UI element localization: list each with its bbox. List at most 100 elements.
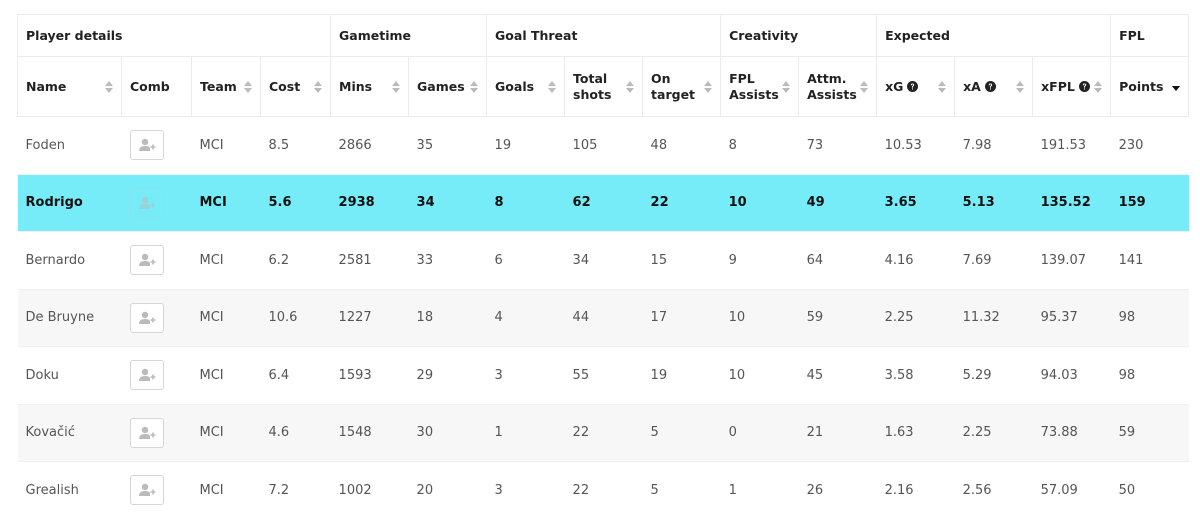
cell: 230 xyxy=(1110,116,1189,174)
comb-cell xyxy=(121,116,192,174)
column-header[interactable]: Total shots xyxy=(564,56,644,117)
comb-cell xyxy=(121,173,192,232)
add-player-icon xyxy=(138,196,155,209)
cell: Doku xyxy=(17,346,122,404)
cell: De Bruyne xyxy=(17,288,122,347)
cell: 5 xyxy=(642,461,721,519)
cell: MCI xyxy=(191,461,261,519)
sort-icon xyxy=(1094,80,1103,93)
comb-button[interactable] xyxy=(129,130,164,161)
group-header: Player details xyxy=(16,14,332,57)
cell: 22 xyxy=(642,173,721,232)
group-header-row: Player details Gametime Goal Threat Creativ… xyxy=(16,14,1190,57)
sort-icon xyxy=(314,80,323,93)
cell: 3.58 xyxy=(876,346,955,404)
cell: Grealish xyxy=(17,461,122,519)
column-header[interactable]: Team xyxy=(191,56,261,117)
cell: 6.4 xyxy=(260,346,331,404)
add-player-icon xyxy=(138,369,155,382)
column-header[interactable]: Cost xyxy=(259,56,332,117)
cell: 1002 xyxy=(330,461,409,519)
player-row: Kovačić MCI 4.6 1548 30 1 22 5 0 21 1.63 2.25 73.88 5… xyxy=(17,403,1189,462)
cell: 7.98 xyxy=(954,116,1033,174)
cell: MCI xyxy=(191,116,261,174)
comb-button[interactable] xyxy=(129,417,164,448)
column-label: Points xyxy=(1119,78,1164,94)
cell: 159 xyxy=(1110,173,1189,232)
column-header: Comb xyxy=(121,56,192,117)
sort-icon xyxy=(938,80,947,93)
cell: Rodrigo xyxy=(17,173,122,232)
cell: 2.56 xyxy=(954,461,1033,519)
cell: 1 xyxy=(720,461,799,519)
cell: 10.6 xyxy=(260,288,331,347)
column-header-row: Name Comb Team Cost Mins Games Goals Total shot… xyxy=(17,56,1190,117)
cell: 73 xyxy=(798,116,877,174)
group-header: FPL xyxy=(1110,14,1190,57)
comb-button[interactable] xyxy=(129,302,164,333)
column-header[interactable]: Goals xyxy=(486,56,566,117)
column-header[interactable]: xG xyxy=(876,56,956,117)
cell: 2866 xyxy=(330,116,409,174)
cell: 21 xyxy=(798,403,877,462)
cell: 1227 xyxy=(330,288,409,347)
column-header[interactable]: On target xyxy=(642,56,722,117)
cell: 94.03 xyxy=(1032,346,1111,404)
cell: 17 xyxy=(642,288,721,347)
add-player-icon xyxy=(138,426,155,439)
sort-icon xyxy=(626,80,635,93)
cell: 2.16 xyxy=(876,461,955,519)
player-row: Rodrigo MCI 5.6 2938 34 8 62 22 10 49 3.65 5.13 135.… xyxy=(17,173,1189,232)
cell: 2581 xyxy=(330,231,409,289)
cell: 2.25 xyxy=(954,403,1033,462)
column-label: FPL Assists xyxy=(729,70,779,102)
cell: 20 xyxy=(408,461,487,519)
cell: 5.6 xyxy=(260,173,331,232)
cell: 1.63 xyxy=(876,403,955,462)
cell: 2938 xyxy=(330,173,409,232)
group-label: Player details xyxy=(26,28,123,43)
column-header[interactable]: FPL Assists xyxy=(720,56,800,117)
comb-button[interactable] xyxy=(129,187,164,218)
cell: 48 xyxy=(642,116,721,174)
group-label: FPL xyxy=(1119,28,1145,43)
column-header[interactable]: xFPL xyxy=(1032,56,1112,117)
info-icon[interactable] xyxy=(1078,81,1090,93)
cell: 191.53 xyxy=(1032,116,1111,174)
comb-button[interactable] xyxy=(129,360,164,391)
cell: 59 xyxy=(1110,403,1189,462)
cell: 73.88 xyxy=(1032,403,1111,462)
column-header[interactable]: xA xyxy=(954,56,1034,117)
info-icon[interactable] xyxy=(907,81,919,93)
sort-icon xyxy=(392,80,401,93)
column-header[interactable]: Attm. Assists xyxy=(798,56,878,117)
sort-icon xyxy=(470,80,479,93)
column-header[interactable]: Mins xyxy=(330,56,410,117)
cell: 4 xyxy=(486,288,565,347)
column-header[interactable]: Games xyxy=(408,56,488,117)
column-header[interactable]: Name xyxy=(17,56,122,117)
info-icon[interactable] xyxy=(984,81,996,93)
cell: 1 xyxy=(486,403,565,462)
column-header[interactable]: Points xyxy=(1110,56,1190,117)
group-label: Goal Threat xyxy=(495,28,578,43)
body: Player details Gametime Goal Threat Creativ… xyxy=(16,14,1190,519)
cell: 57.09 xyxy=(1032,461,1111,519)
column-label: xA xyxy=(963,78,981,94)
cell: 7.69 xyxy=(954,231,1033,289)
cell: 15 xyxy=(642,231,721,289)
cell: 62 xyxy=(564,173,643,232)
comb-button[interactable] xyxy=(129,245,164,276)
sort-icon xyxy=(782,80,791,93)
add-player-icon xyxy=(138,311,155,324)
column-label: Games xyxy=(417,78,465,94)
player-table: Player details Gametime Goal Threat Creativ… xyxy=(16,14,1190,519)
sort-icon xyxy=(860,80,869,93)
cell: 44 xyxy=(564,288,643,347)
cell: 6 xyxy=(486,231,565,289)
cell: 35 xyxy=(408,116,487,174)
comb-button[interactable] xyxy=(129,475,164,506)
cell: 29 xyxy=(408,346,487,404)
cell: 3 xyxy=(486,346,565,404)
cell: 3.65 xyxy=(876,173,955,232)
